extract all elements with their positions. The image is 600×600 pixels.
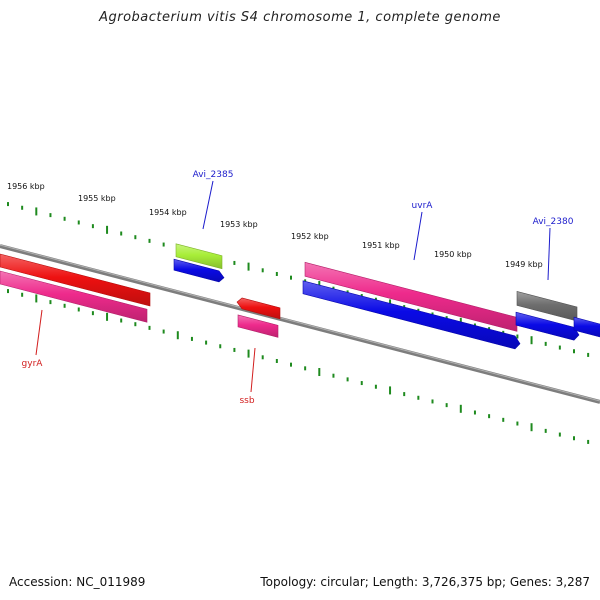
gene-avi-2385 [175, 243, 223, 270]
gene-labels: Avi_2385 uvrA Avi_2380 gyrA ssb [22, 170, 574, 406]
gene-feature [573, 316, 600, 338]
gene-label: Avi_2385 [193, 170, 234, 180]
scale-tick-label: 1951 kbp [362, 241, 400, 250]
scale-tick-label: 1956 kbp [7, 182, 45, 191]
chromosome-backbone [0, 244, 600, 404]
genome-stats-label: Topology: circular; Length: 3,726,375 bp… [260, 575, 590, 589]
scale-tick-label: 1955 kbp [78, 194, 116, 203]
map-title: Agrobacterium vitis S4 chromosome 1, com… [99, 10, 501, 25]
gene-feature [515, 311, 580, 341]
gene-label-leader [202, 180, 214, 230]
scale-tick-label: 1950 kbp [434, 250, 472, 259]
gene-label: ssb [239, 396, 254, 406]
gene-gyra [0, 253, 151, 307]
gene-features [0, 243, 600, 350]
gene-label-leader [35, 309, 43, 356]
accession-label: Accession: NC_011989 [9, 575, 146, 589]
gene-label: Avi_2380 [533, 217, 574, 227]
gene-feature [302, 280, 521, 350]
scale-tick-labels: 1956 kbp 1955 kbp 1954 kbp 1953 kbp 1952 kbp… [7, 182, 543, 269]
gene-feature [237, 314, 279, 338]
reverse-scale-ticks [7, 289, 590, 444]
gene-label-leader [547, 227, 551, 281]
gene-label: gyrA [22, 359, 44, 369]
scale-tick-label: 1953 kbp [220, 220, 258, 229]
gene-ssb [236, 297, 281, 320]
gene-feature [173, 258, 225, 283]
scale-tick-label: 1949 kbp [505, 260, 543, 269]
gene-label-leader [413, 211, 423, 261]
gene-label-leader [250, 347, 256, 393]
gene-feature [0, 270, 148, 323]
scale-tick-label: 1952 kbp [291, 232, 329, 241]
gene-label: uvrA [412, 201, 434, 211]
gene-uvra [304, 261, 518, 332]
scale-tick-label: 1954 kbp [149, 208, 187, 217]
